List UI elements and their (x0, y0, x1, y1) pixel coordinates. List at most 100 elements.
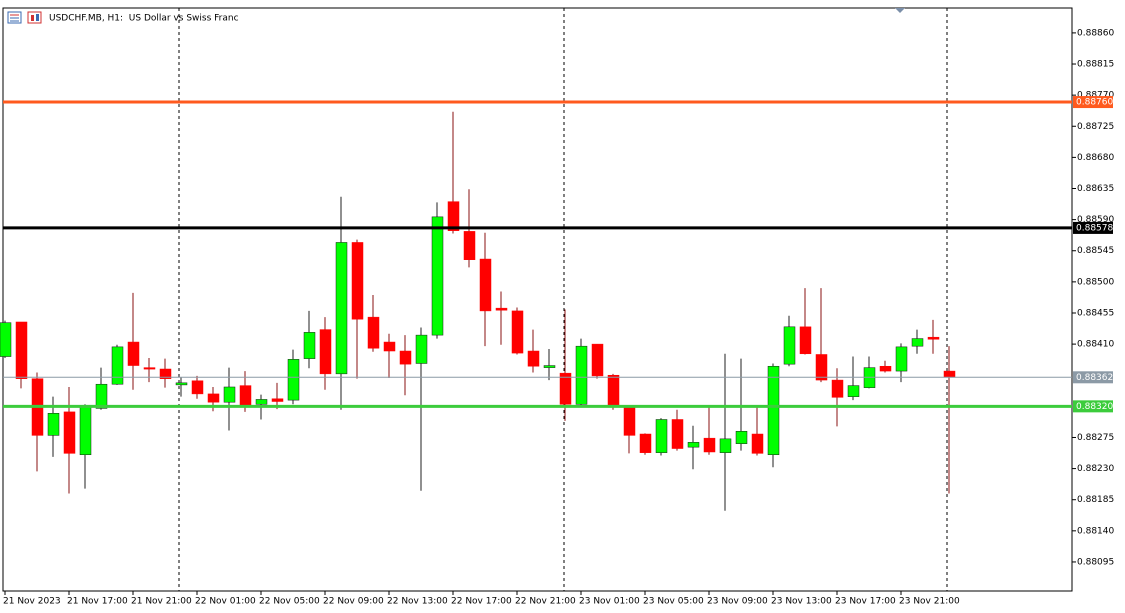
candle-body (719, 438, 732, 453)
x-tick-label: 23 Nov 21:00 (899, 597, 960, 607)
icon-bar (36, 14, 39, 21)
candle-body (799, 326, 812, 355)
candle-body (559, 372, 572, 405)
candle-body (767, 365, 780, 456)
shift-marker[interactable] (895, 8, 905, 13)
candle-body (287, 359, 300, 401)
candle-body (591, 343, 604, 377)
candle-body (735, 430, 748, 444)
candle-body (0, 322, 12, 357)
y-tick-label: 0.88770 (1077, 91, 1114, 101)
y-tick-label: 0.88500 (1077, 277, 1114, 287)
candle-body (63, 411, 76, 454)
candle-body (479, 258, 492, 312)
y-tick-label: 0.88275 (1077, 433, 1114, 443)
y-tick-label: 0.88185 (1077, 495, 1114, 505)
candle-body (511, 310, 524, 354)
toolbar-icons (7, 11, 42, 24)
candle-body (351, 242, 364, 320)
candle-body (239, 385, 252, 408)
y-tick-label: 0.88095 (1077, 557, 1114, 567)
candle-body (175, 382, 188, 386)
candle-body (927, 336, 940, 340)
x-tick-label: 23 Nov 17:00 (835, 597, 896, 607)
x-tick-label: 21 Nov 17:00 (67, 597, 128, 607)
x-tick-label: 23 Nov 01:00 (579, 597, 640, 607)
x-tick-label: 22 Nov 17:00 (451, 597, 512, 607)
candle-body (943, 370, 956, 378)
x-tick-label: 23 Nov 05:00 (643, 597, 704, 607)
x-tick-label: 21 Nov 21:00 (131, 597, 192, 607)
icon[interactable] (27, 11, 42, 24)
candle-body (911, 338, 924, 347)
candle-body (671, 419, 684, 449)
candle-body (399, 350, 412, 365)
x-tick-label: 23 Nov 09:00 (707, 597, 768, 607)
candle-body (319, 329, 332, 375)
candle-body (895, 346, 908, 372)
y-tick-label: 0.88545 (1077, 246, 1114, 256)
price-label-box (1073, 221, 1113, 234)
x-tick-label: 22 Nov 21:00 (515, 597, 576, 607)
candle-body (751, 433, 764, 454)
y-tick-label: 0.88860 (1077, 28, 1114, 38)
y-tick-label: 0.88680 (1077, 153, 1114, 163)
candle-body (607, 374, 620, 408)
candle-body (79, 406, 92, 456)
candle-body (639, 433, 652, 453)
price-label: 0.88760 (1076, 98, 1113, 108)
y-tick-label: 0.88455 (1077, 308, 1114, 318)
price-label-box (1073, 96, 1113, 109)
candle-body (783, 326, 796, 365)
price-label-box (1073, 371, 1113, 384)
candle-body (335, 242, 348, 375)
y-tick-label: 0.88725 (1077, 122, 1114, 132)
y-tick-label: 0.88410 (1077, 340, 1114, 350)
candle-body (415, 334, 428, 364)
candle-body (431, 216, 444, 336)
x-tick-label: 22 Nov 13:00 (387, 597, 448, 607)
candle-body (815, 354, 828, 381)
candle-body (271, 398, 284, 402)
chart-title: USDCHF.MB, H1: US Dollar vs Swiss Franc (49, 14, 239, 24)
candle-body (47, 413, 60, 436)
candle-body (703, 437, 716, 453)
candle-body (847, 385, 860, 397)
price-label: 0.88578 (1076, 223, 1113, 233)
x-tick-label: 22 Nov 09:00 (323, 597, 384, 607)
plot-frame (2, 7, 1073, 592)
x-tick-label: 22 Nov 01:00 (195, 597, 256, 607)
price-label: 0.88362 (1076, 373, 1113, 383)
candle-body (687, 442, 700, 448)
price-label-box (1073, 400, 1113, 413)
candle-body (575, 345, 588, 405)
candle-body (543, 365, 556, 368)
y-tick-label: 0.88635 (1077, 184, 1114, 194)
candle-body (143, 367, 156, 370)
price-label: 0.88320 (1076, 402, 1113, 412)
candle-body (255, 399, 268, 405)
candle-body (207, 393, 220, 403)
candle-body (383, 341, 396, 352)
candle-body (879, 365, 892, 372)
y-tick-label: 0.88140 (1077, 526, 1114, 536)
candle-body (303, 332, 316, 359)
candle-body (223, 386, 236, 403)
y-tick-label: 0.88815 (1077, 60, 1114, 70)
y-tick-label: 0.88230 (1077, 464, 1114, 474)
candle-body (655, 419, 668, 453)
candle-body (111, 346, 124, 385)
candle-body (495, 307, 508, 311)
candle-body (447, 201, 460, 231)
x-tick-label: 22 Nov 05:00 (259, 597, 320, 607)
candle-body (191, 380, 204, 395)
y-tick-label: 0.88590 (1077, 215, 1114, 225)
candle-body (159, 368, 172, 379)
candle-body (127, 341, 140, 366)
candle-body (95, 383, 108, 409)
candle-body (527, 350, 540, 367)
icon-bar (31, 15, 34, 21)
x-tick-label: 21 Nov 2023 (3, 597, 61, 607)
